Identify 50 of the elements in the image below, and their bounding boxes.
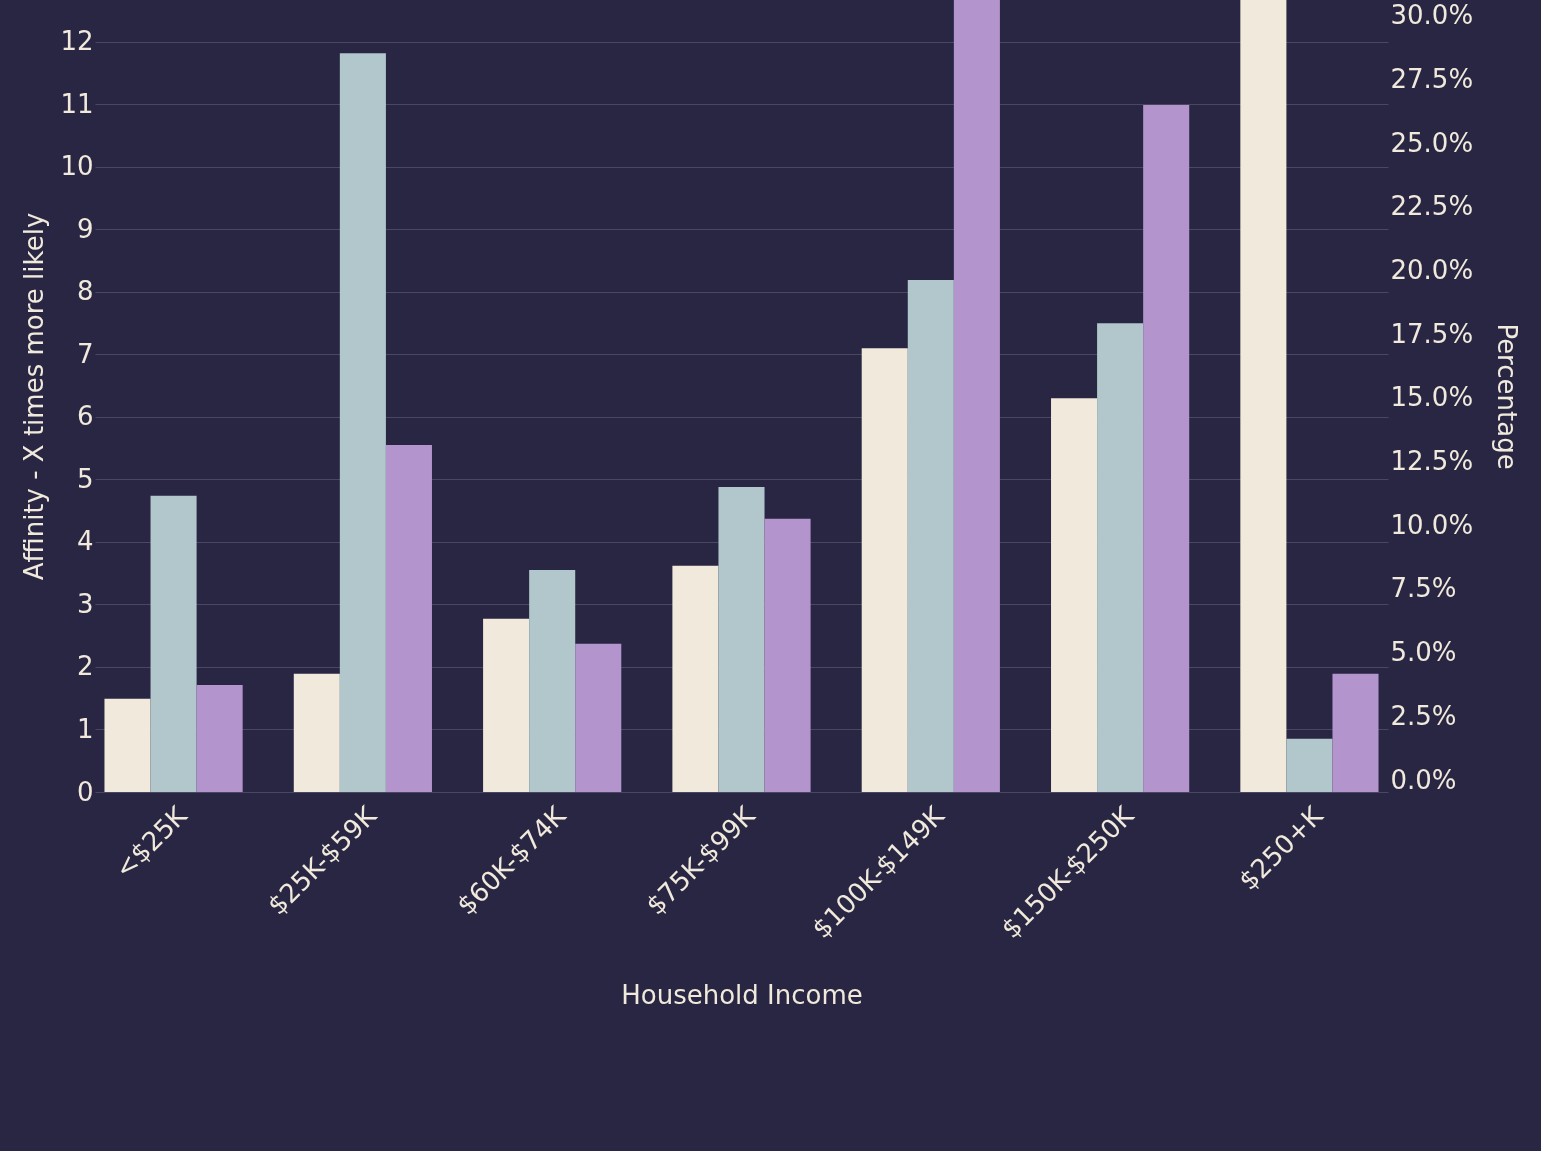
y2-tick-label: 17.5%: [1390, 318, 1474, 349]
bar: [672, 565, 719, 792]
y2-tick-label: 12.5%: [1390, 446, 1474, 477]
bar: [1332, 673, 1379, 792]
y-tick-label: 1: [76, 713, 94, 744]
y-tick-label: 12: [60, 26, 94, 57]
y2-tick-label: 30.0%: [1390, 0, 1474, 31]
bar: [483, 618, 530, 792]
x-axis-title: Household Income: [621, 980, 863, 1011]
bar: [1286, 738, 1333, 792]
y-tick-label: 0: [76, 776, 94, 807]
bar: [718, 486, 765, 792]
bar: [1051, 398, 1098, 792]
y-tick-label: 2: [76, 651, 94, 682]
bar: [575, 643, 622, 792]
y2-tick-label: 0.0%: [1390, 764, 1457, 795]
bar: [764, 518, 811, 792]
bar: [907, 280, 954, 792]
y-tick-label: 10: [60, 151, 94, 182]
bar: [861, 348, 908, 792]
y2-tick-label: 25.0%: [1390, 127, 1474, 158]
bar: [339, 53, 386, 792]
y-tick-label: 6: [76, 401, 94, 432]
bar: [529, 570, 576, 792]
bar: [1240, 0, 1287, 792]
y2-tick-label: 7.5%: [1390, 573, 1457, 604]
bar: [196, 685, 243, 792]
y-tick-label: 3: [76, 588, 94, 619]
bar: [150, 495, 197, 792]
y-axis-title: Affinity - X times more likely: [19, 212, 50, 581]
y2-axis-title: Percentage: [1492, 323, 1523, 470]
bar: [1143, 105, 1190, 792]
y-tick-label: 9: [76, 213, 94, 244]
y-tick-label: 11: [60, 88, 94, 119]
y-tick-label: 8: [76, 276, 94, 307]
bar: [385, 445, 432, 792]
bar: [104, 698, 151, 792]
y2-tick-label: 15.0%: [1390, 382, 1474, 413]
y2-tick-label: 22.5%: [1390, 191, 1474, 222]
y-tick-label: 4: [76, 526, 94, 557]
y2-tick-label: 5.0%: [1390, 637, 1457, 668]
bar: [953, 0, 1000, 792]
y2-tick-label: 10.0%: [1390, 509, 1474, 540]
bar: [293, 673, 340, 792]
y2-tick-label: 2.5%: [1390, 700, 1457, 731]
y2-tick-label: 20.0%: [1390, 255, 1474, 286]
y-tick-label: 5: [76, 463, 94, 494]
y-tick-label: 7: [76, 338, 94, 369]
bar: [1097, 323, 1144, 792]
y2-tick-label: 27.5%: [1390, 63, 1474, 94]
